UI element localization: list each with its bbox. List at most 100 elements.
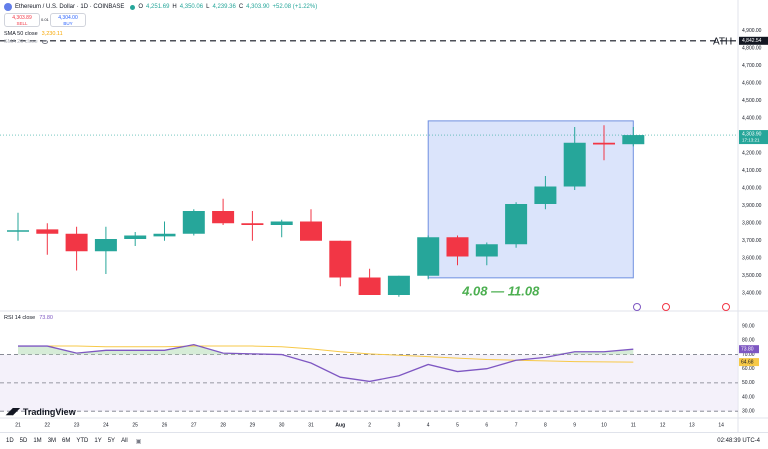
candle-body[interactable] — [300, 221, 322, 241]
candle-body[interactable] — [36, 229, 59, 234]
candle-body[interactable] — [358, 277, 381, 296]
price-axis-tick-label: 4,200.00 — [742, 151, 762, 157]
ath-text: ATH — [713, 36, 732, 47]
sell-button[interactable]: 4,303.89 SELL — [4, 13, 40, 27]
ohlc-high-label: H — [172, 4, 177, 10]
rsi-label: RSI 14 close — [4, 315, 36, 321]
time-axis-tick-label: 24 — [103, 422, 109, 428]
bar-countdown-label: 17:13:21 — [742, 137, 760, 142]
rsi-ma-line[interactable] — [18, 345, 634, 363]
price-axis-tick-label: 4,700.00 — [742, 63, 762, 69]
timeframe-ytd[interactable]: YTD — [76, 438, 89, 444]
candle-body[interactable] — [563, 142, 586, 187]
rsi-ma-badge — [739, 358, 759, 367]
buy-button[interactable]: 4,304.00 BUY — [50, 13, 86, 27]
time-axis-tick-label: 8 — [544, 422, 547, 428]
candle-body[interactable] — [182, 211, 205, 234]
price-axis-tick-label: 3,900.00 — [742, 203, 762, 209]
sell-label: SELL — [16, 21, 28, 26]
sma20-legend[interactable]: SMA 20 close — [4, 39, 48, 45]
timeframe-all[interactable]: All — [121, 438, 128, 444]
candle-body[interactable] — [446, 237, 469, 257]
candle-body[interactable] — [65, 233, 88, 252]
price-axis-tick-label: 4,000.00 — [742, 186, 762, 192]
candle-body[interactable] — [270, 221, 293, 226]
us-flag-event-icon[interactable] — [722, 303, 730, 311]
timeframe-6m[interactable]: 6M — [62, 438, 71, 444]
rsi-value: 73.80 — [39, 315, 53, 321]
candle-body[interactable] — [94, 239, 117, 252]
candle-body[interactable] — [212, 211, 235, 224]
candle-body[interactable] — [475, 244, 498, 257]
candle-body[interactable] — [241, 223, 264, 225]
timeframe-5d[interactable]: 5D — [19, 438, 28, 444]
candle-body[interactable] — [153, 233, 176, 237]
rsi-badge-label: 73.80 — [741, 347, 754, 353]
buy-label: BUY — [63, 21, 73, 26]
price-axis-tick-label: 4,800.00 — [742, 46, 762, 52]
time-axis-tick-label: 7 — [515, 422, 518, 428]
candle-body[interactable] — [505, 204, 528, 245]
price-axis-tick-label: 3,500.00 — [742, 273, 762, 279]
event-marker-icon[interactable] — [633, 303, 641, 311]
ethereum-icon — [4, 3, 12, 11]
ath-price-label: 4,842.54 — [742, 38, 762, 44]
time-axis-tick-label: 28 — [220, 422, 226, 428]
timeframe-1d[interactable]: 1D — [6, 438, 14, 444]
tradingview-logo-text: TradingView — [22, 406, 76, 417]
time-axis-tick-label: 6 — [485, 422, 488, 428]
time-axis-tick-label: 21 — [15, 422, 21, 428]
time-axis-tick-label: Aug — [335, 422, 345, 428]
price-axis-tick-label: 4,600.00 — [742, 81, 762, 87]
ohlc-low-value: 4,239.36 — [212, 4, 236, 10]
eye-icon[interactable] — [41, 40, 48, 44]
tradingview-logo[interactable]: ◢◤ TradingView — [6, 406, 76, 417]
price-axis-tick-label: 3,800.00 — [742, 221, 762, 227]
time-axis-tick-label: 3 — [398, 422, 401, 428]
rsi-line[interactable] — [18, 343, 634, 383]
rsi-axis-tick-label: 30.00 — [742, 408, 755, 414]
buy-price: 4,304.00 — [58, 15, 78, 21]
candle-body[interactable] — [417, 237, 440, 276]
rsi-value-badge — [739, 345, 759, 354]
rsi-legend[interactable]: RSI 14 close 73.80 — [4, 315, 53, 321]
candle-body[interactable] — [7, 230, 29, 232]
candle-body[interactable] — [534, 186, 557, 205]
timeframe-3m[interactable]: 3M — [47, 438, 57, 444]
last-price-badge — [739, 130, 768, 145]
price-axis-tick-label: 4,500.00 — [742, 98, 762, 104]
timeframe-5y[interactable]: 5Y — [107, 438, 116, 444]
time-axis-tick-label: 30 — [279, 422, 285, 428]
time-axis-tick-label: 13 — [689, 422, 695, 428]
rsi-ma-badge-label: 64.68 — [741, 359, 754, 365]
sma20-label: SMA 20 close — [4, 39, 38, 45]
utc-clock[interactable]: 02:48:39 UTC-4 — [717, 438, 760, 444]
candle-body[interactable] — [124, 235, 147, 240]
calendar-icon[interactable]: ▣ — [135, 438, 142, 445]
us-flag-event-icon[interactable] — [662, 303, 670, 311]
candle-body[interactable] — [329, 240, 352, 278]
ohlc-high-value: 4,350.06 — [179, 4, 204, 10]
sma50-legend[interactable]: SMA 50 close 3,230.11 — [4, 31, 63, 37]
ath-price-badge — [739, 36, 768, 45]
candle-body[interactable] — [387, 275, 410, 295]
time-axis-tick-label: 25 — [132, 422, 138, 428]
ohlc-close-label: C — [238, 4, 244, 10]
timeframe-1y[interactable]: 1Y — [94, 438, 102, 444]
timeframe-1m[interactable]: 1M — [33, 438, 42, 444]
symbol-title[interactable]: Ethereum / U.S. Dollar · 1D · COINBASE — [15, 4, 125, 10]
sell-price: 4,303.89 — [12, 15, 32, 21]
time-axis-tick-label: 29 — [250, 422, 256, 428]
time-axis-tick-label: 23 — [74, 422, 80, 428]
rsi-axis-tick-label: 60.00 — [742, 366, 755, 372]
bottom-toolbar: 1D 5D 1M 3M 6M YTD 1Y 5Y All ▣ 02:48:39 … — [0, 432, 768, 449]
price-axis-tick-label: 3,400.00 — [742, 291, 762, 297]
last-price-label: 4,303.90 — [742, 131, 762, 137]
time-axis-tick-label: 12 — [660, 422, 666, 428]
candle-body[interactable] — [593, 142, 615, 145]
time-axis-tick-label: 4 — [427, 422, 430, 428]
time-axis-tick-label: 22 — [45, 422, 51, 428]
candle-body[interactable] — [622, 135, 645, 145]
